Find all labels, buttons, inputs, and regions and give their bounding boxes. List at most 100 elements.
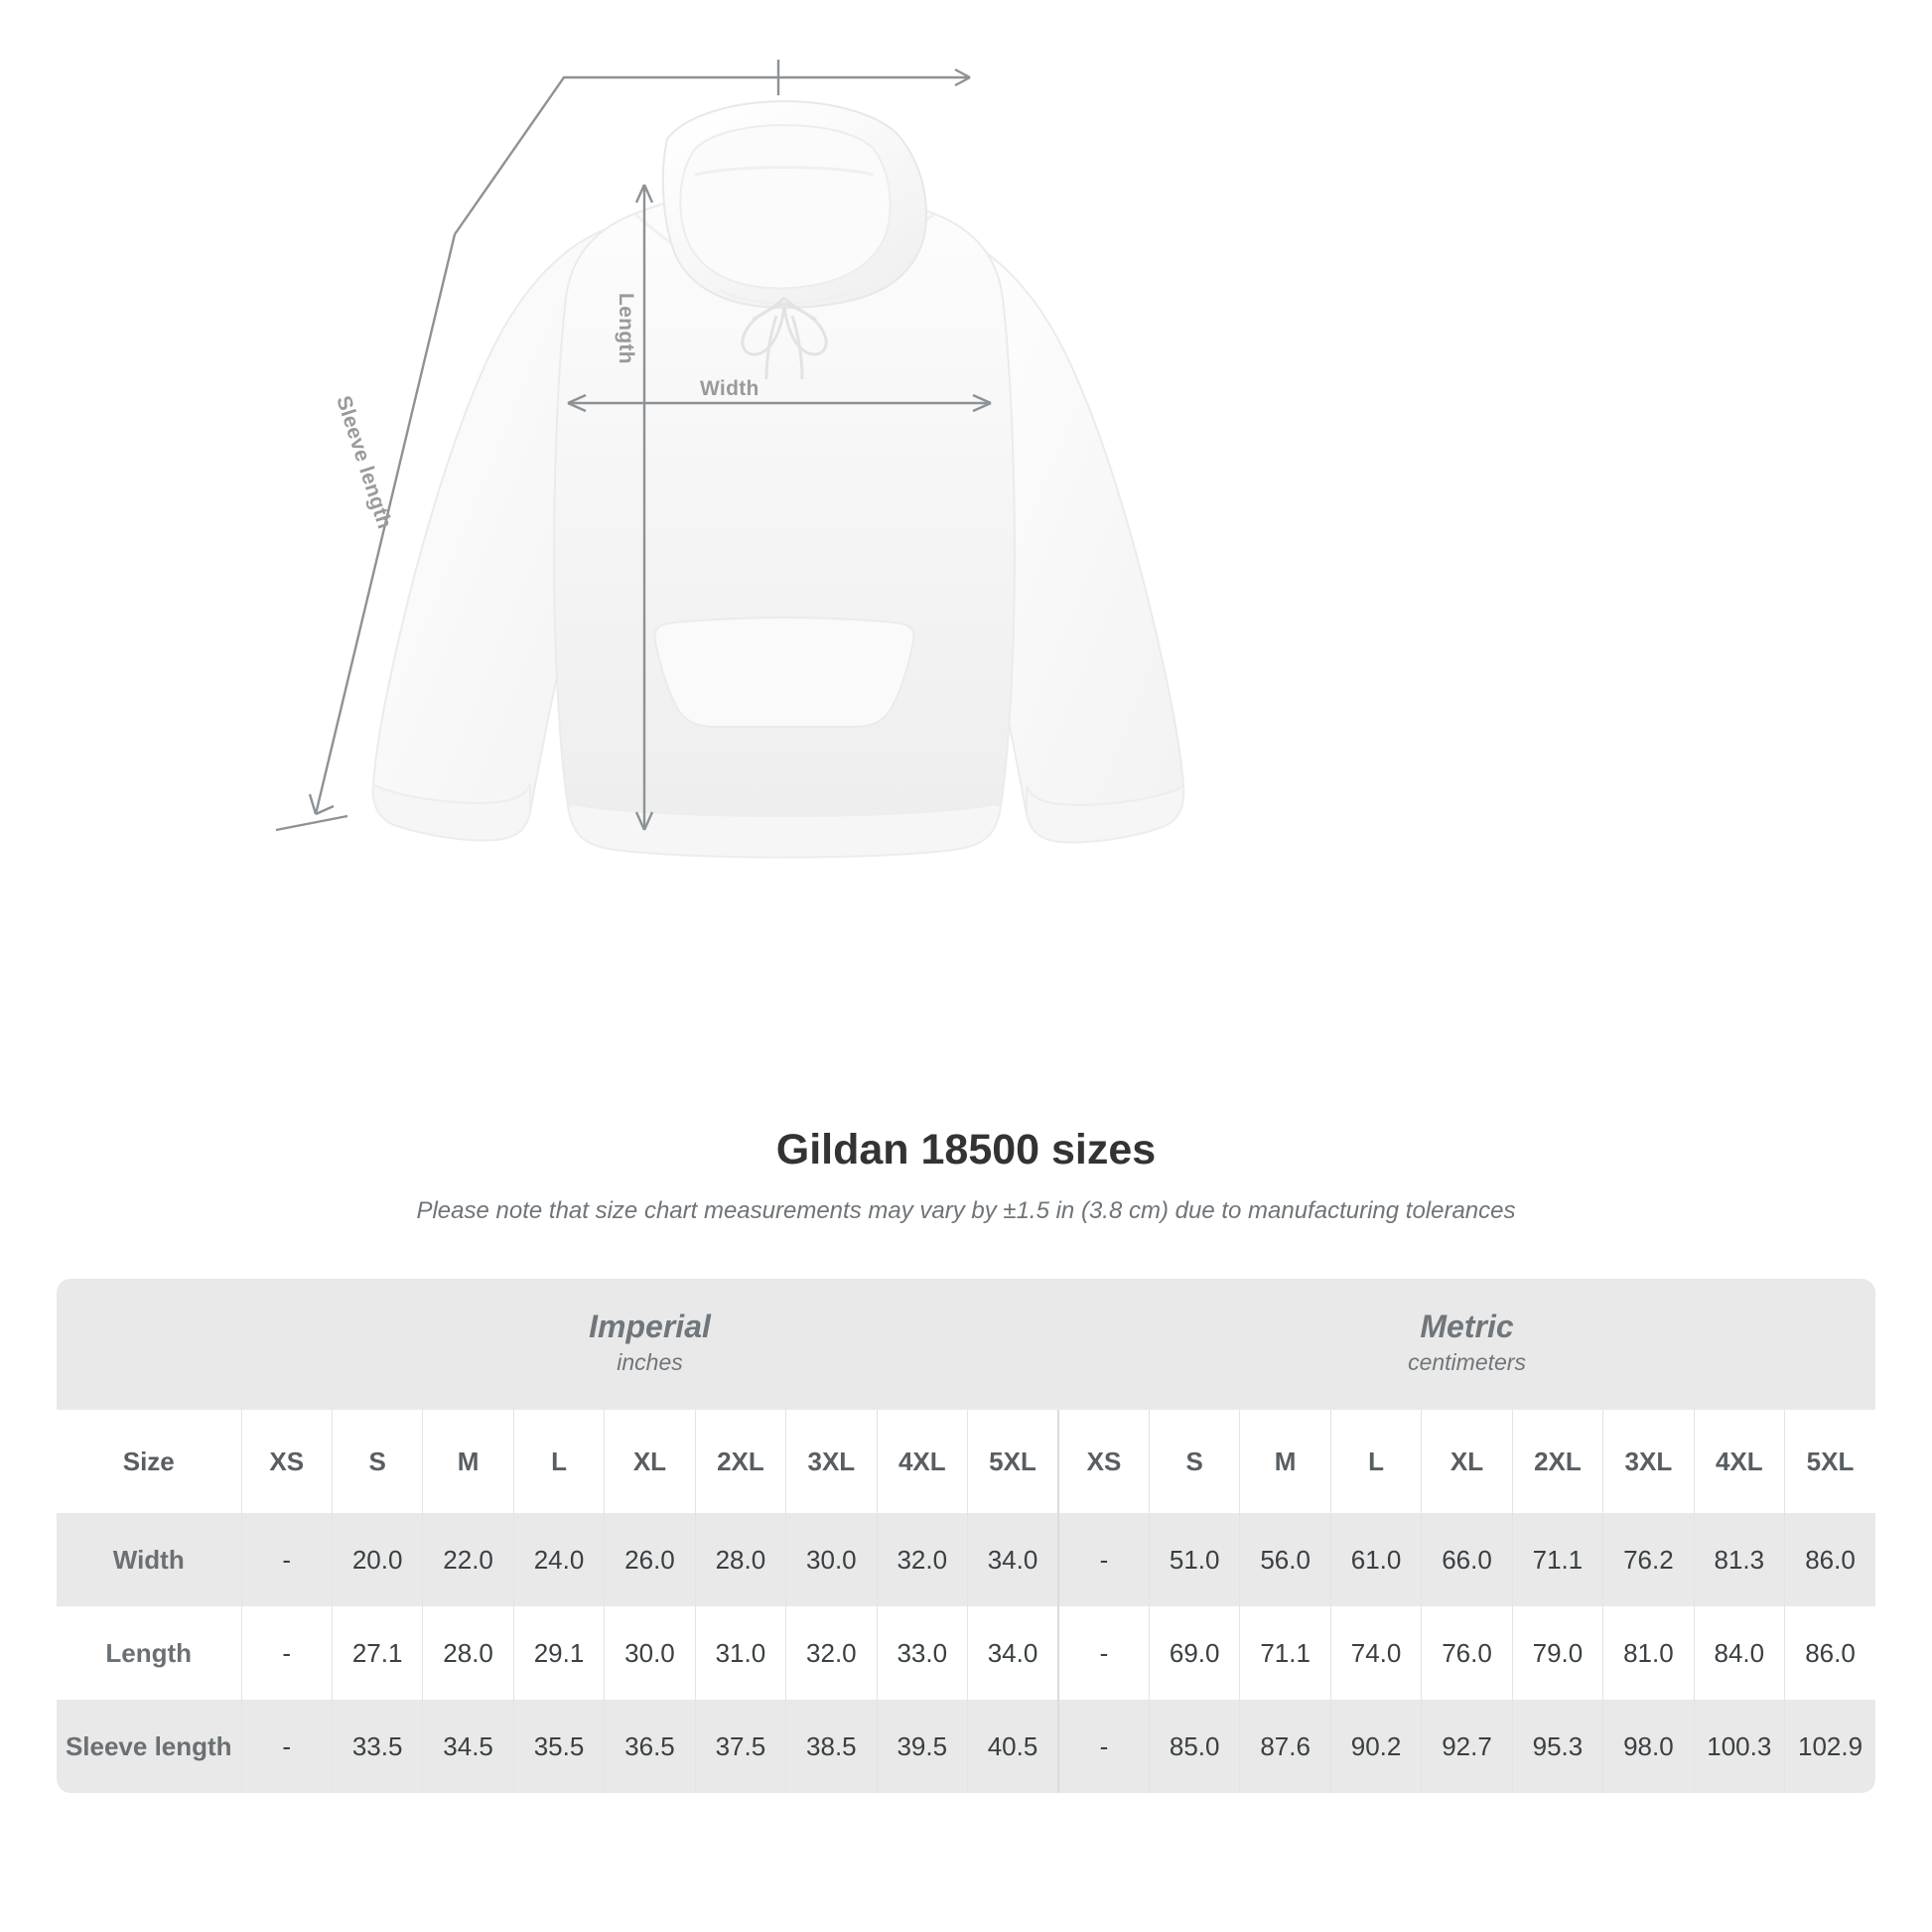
cell-length-imperial-s: 27.1	[331, 1606, 423, 1700]
size-chart-table: Imperial inches Metric centimeters Size XS S M L…	[57, 1279, 1876, 1793]
cell-width-imperial-m: 22.0	[422, 1513, 514, 1606]
unit-header-metric: Metric centimeters	[1058, 1279, 1876, 1410]
size-header-metric-s: S	[1148, 1410, 1240, 1513]
cell-sleeve-length-metric-5xl: 102.9	[1784, 1700, 1876, 1793]
row-label-sleeve-length: Sleeve length	[57, 1700, 241, 1793]
cell-sleeve-length-imperial-2xl: 37.5	[694, 1700, 786, 1793]
cell-sleeve-length-imperial-m: 34.5	[422, 1700, 514, 1793]
cell-width-imperial-3xl: 30.0	[785, 1513, 878, 1606]
cell-width-metric-3xl: 76.2	[1602, 1513, 1695, 1606]
size-column-header: Size	[57, 1410, 241, 1513]
cell-sleeve-length-metric-xl: 92.7	[1421, 1700, 1513, 1793]
cell-width-imperial-2xl: 28.0	[694, 1513, 786, 1606]
table-row: Width -20.0 22.0 24.0 26.0 28.0 30.0 32.0 34.0-5…	[57, 1513, 1876, 1606]
cell-sleeve-length-imperial-3xl: 38.5	[785, 1700, 878, 1793]
cell-width-metric-l: 61.0	[1329, 1513, 1422, 1606]
sleeve-measure-endtick	[275, 814, 348, 832]
cell-length-metric-s: 69.0	[1148, 1606, 1240, 1700]
size-header-metric-4xl: 4XL	[1693, 1410, 1785, 1513]
page-title: Gildan 18500 sizes	[775, 1126, 1157, 1173]
sleeve-measure-arrowhead	[308, 793, 335, 816]
cell-length-imperial-3xl: 32.0	[785, 1606, 878, 1700]
cell-sleeve-length-imperial-xs: -	[240, 1700, 333, 1793]
size-header-metric-m: M	[1239, 1410, 1331, 1513]
cell-length-imperial-xs: -	[240, 1606, 333, 1700]
cell-width-imperial-s: 20.0	[331, 1513, 423, 1606]
size-header-imperial-5xl: 5XL	[967, 1410, 1059, 1513]
cell-sleeve-length-metric-xs: -	[1057, 1700, 1150, 1793]
width-arrow-left	[567, 393, 587, 413]
size-header-imperial-3xl: 3XL	[785, 1410, 878, 1513]
cell-length-imperial-5xl: 34.0	[967, 1606, 1059, 1700]
size-header-imperial-xl: XL	[604, 1410, 696, 1513]
cell-sleeve-length-imperial-4xl: 39.5	[876, 1700, 968, 1793]
cell-width-imperial-4xl: 32.0	[876, 1513, 968, 1606]
cell-width-metric-5xl: 86.0	[1784, 1513, 1876, 1606]
unit-band-spacer	[57, 1279, 241, 1410]
cell-length-metric-2xl: 79.0	[1511, 1606, 1603, 1700]
hoodie-shape	[371, 99, 1185, 859]
cell-width-imperial-xs: -	[240, 1513, 333, 1606]
cell-width-metric-4xl: 81.3	[1693, 1513, 1785, 1606]
cell-sleeve-length-imperial-s: 33.5	[331, 1700, 423, 1793]
cell-width-metric-xs: -	[1057, 1513, 1150, 1606]
table-row: Sleeve length -33.5 34.5 35.5 36.5 37.5 38.5 39…	[57, 1700, 1876, 1793]
cell-length-metric-5xl: 86.0	[1784, 1606, 1876, 1700]
size-header-metric-xl: XL	[1421, 1410, 1513, 1513]
size-header-metric-l: L	[1329, 1410, 1422, 1513]
unit-title: Imperial	[589, 1309, 711, 1345]
cell-length-imperial-2xl: 31.0	[694, 1606, 786, 1700]
measurement-lines	[275, 60, 992, 832]
cell-width-imperial-xl: 26.0	[604, 1513, 696, 1606]
cell-sleeve-length-metric-3xl: 98.0	[1602, 1700, 1695, 1793]
length-arrow-top	[634, 184, 654, 204]
length-dimension-label: Length	[615, 293, 637, 364]
garment-diagram: Length Width Sleeve length	[275, 60, 1185, 859]
cell-sleeve-length-metric-2xl: 95.3	[1511, 1700, 1603, 1793]
cell-length-metric-l: 74.0	[1329, 1606, 1422, 1700]
table-row: Length -27.1 28.0 29.1 30.0 31.0 32.0 33.0 34.0-…	[57, 1606, 1876, 1700]
cell-length-imperial-4xl: 33.0	[876, 1606, 968, 1700]
unit-system-band: Imperial inches Metric centimeters	[57, 1279, 1876, 1410]
size-header-imperial-m: M	[422, 1410, 514, 1513]
cell-sleeve-length-metric-m: 87.6	[1239, 1700, 1331, 1793]
cell-length-imperial-m: 28.0	[422, 1606, 514, 1700]
cell-width-metric-xl: 66.0	[1421, 1513, 1513, 1606]
cell-length-metric-m: 71.1	[1239, 1606, 1331, 1700]
cell-sleeve-length-metric-4xl: 100.3	[1693, 1700, 1785, 1793]
sleeve-leader-arrowhead	[954, 68, 971, 87]
cell-width-imperial-l: 24.0	[512, 1513, 605, 1606]
cell-length-imperial-xl: 30.0	[604, 1606, 696, 1700]
size-header-imperial-xs: XS	[240, 1410, 333, 1513]
size-header-metric-3xl: 3XL	[1602, 1410, 1695, 1513]
unit-subtitle: centimeters	[1408, 1349, 1526, 1376]
row-label-width: Width	[57, 1513, 241, 1606]
unit-subtitle: inches	[617, 1349, 683, 1376]
size-header-row: Size XS S M L XL 2XL 3XL 4XL 5XL XS S M L XL 2XL 3XL 4XL 5…	[57, 1410, 1876, 1513]
width-dimension-label: Width	[700, 377, 759, 400]
cell-length-metric-4xl: 84.0	[1693, 1606, 1785, 1700]
size-header-imperial-l: L	[512, 1410, 605, 1513]
cell-width-metric-2xl: 71.1	[1511, 1513, 1603, 1606]
chart-heading-block: Gildan 18500 sizes Please note that size…	[0, 1126, 1932, 1226]
tolerance-note: Please note that size chart measurements…	[416, 1197, 1516, 1225]
size-header-metric-5xl: 5XL	[1784, 1410, 1876, 1513]
size-header-imperial-4xl: 4XL	[876, 1410, 968, 1513]
sleeve-leader-diagonal	[454, 75, 778, 235]
size-header-metric-xs: XS	[1057, 1410, 1150, 1513]
unit-title: Metric	[1420, 1309, 1514, 1345]
cell-width-metric-m: 56.0	[1239, 1513, 1331, 1606]
cell-width-imperial-5xl: 34.0	[967, 1513, 1059, 1606]
cell-width-metric-s: 51.0	[1148, 1513, 1240, 1606]
cell-length-metric-xl: 76.0	[1421, 1606, 1513, 1700]
cell-sleeve-length-metric-s: 85.0	[1148, 1700, 1240, 1793]
row-label-length: Length	[57, 1606, 241, 1700]
size-header-imperial-s: S	[331, 1410, 423, 1513]
unit-header-imperial: Imperial inches	[241, 1279, 1059, 1410]
size-header-imperial-2xl: 2XL	[694, 1410, 786, 1513]
cell-length-imperial-l: 29.1	[512, 1606, 605, 1700]
size-header-metric-2xl: 2XL	[1511, 1410, 1603, 1513]
sleeve-measure-line	[314, 233, 457, 815]
cell-sleeve-length-imperial-xl: 36.5	[604, 1700, 696, 1793]
hoodie-illustration	[275, 60, 1185, 859]
